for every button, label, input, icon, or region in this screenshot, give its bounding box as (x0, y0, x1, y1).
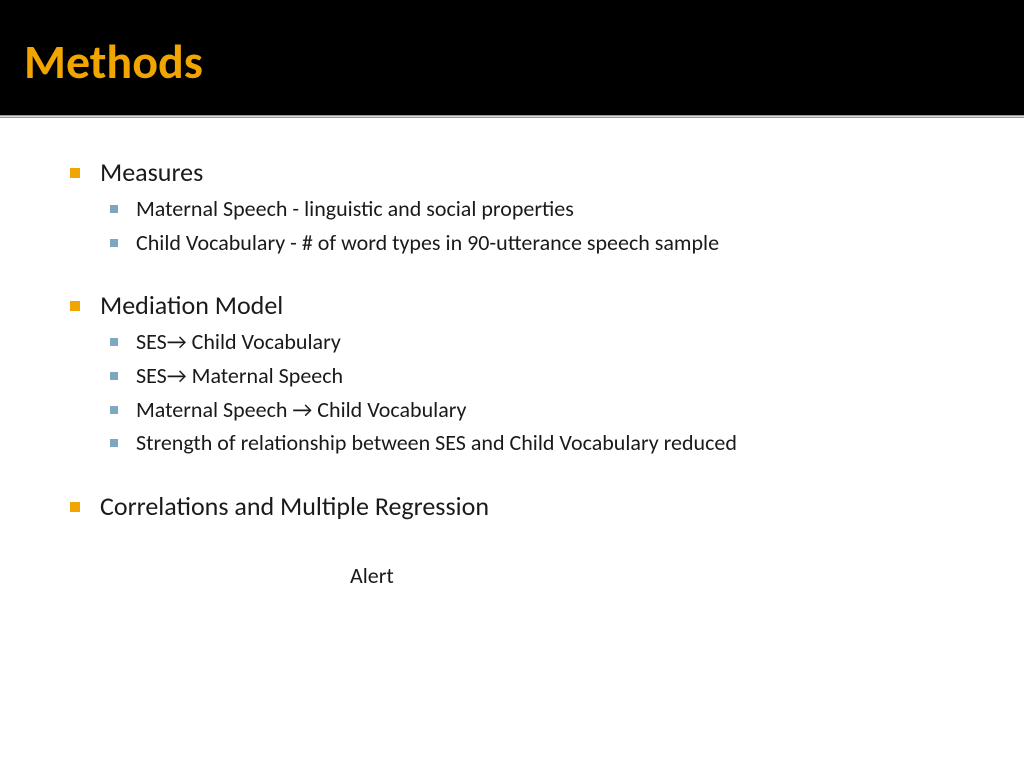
bullet-square-icon (70, 301, 80, 311)
bullet-l1: Correlations and Multiple Regression (70, 490, 954, 522)
bullet-l2: Child Vocabulary - # of word types in 90… (110, 228, 954, 258)
bullet-square-icon (110, 406, 118, 414)
bullet-l2-text: SES→ Maternal Speech (136, 361, 343, 391)
bullet-square-icon (110, 205, 118, 213)
bullet-l1-text: Correlations and Multiple Regression (100, 490, 489, 522)
bullet-square-icon (70, 168, 80, 178)
bullet-square-icon (110, 239, 118, 247)
bullet-square-icon (110, 439, 118, 447)
bullet-l1-text: Mediation Model (100, 289, 283, 321)
bullet-l1: Mediation Model (70, 289, 954, 321)
bullet-l2: Maternal Speech → Child Vocabulary (110, 395, 954, 425)
bullet-l2-text: Child Vocabulary - # of word types in 90… (136, 228, 719, 258)
bullet-l2-text: SES→ Child Vocabulary (136, 327, 341, 357)
bullet-l2-text: Maternal Speech - linguistic and social … (136, 194, 574, 224)
footer-text: Alert (350, 562, 954, 589)
bullet-l2-text: Strength of relationship between SES and… (136, 428, 737, 458)
bullet-square-icon (110, 338, 118, 346)
bullet-l1: Measures (70, 156, 954, 188)
slide-title: Methods (24, 32, 1000, 91)
slide-header: Methods (0, 0, 1024, 115)
bullet-l2-text: Maternal Speech → Child Vocabulary (136, 395, 466, 425)
slide-content: Measures Maternal Speech - linguistic an… (0, 118, 1024, 589)
bullet-l1-text: Measures (100, 156, 203, 188)
bullet-l2: SES→ Child Vocabulary (110, 327, 954, 357)
bullet-l2: Strength of relationship between SES and… (110, 428, 954, 458)
bullet-l2: Maternal Speech - linguistic and social … (110, 194, 954, 224)
bullet-square-icon (110, 372, 118, 380)
bullet-square-icon (70, 502, 80, 512)
bullet-l2: SES→ Maternal Speech (110, 361, 954, 391)
